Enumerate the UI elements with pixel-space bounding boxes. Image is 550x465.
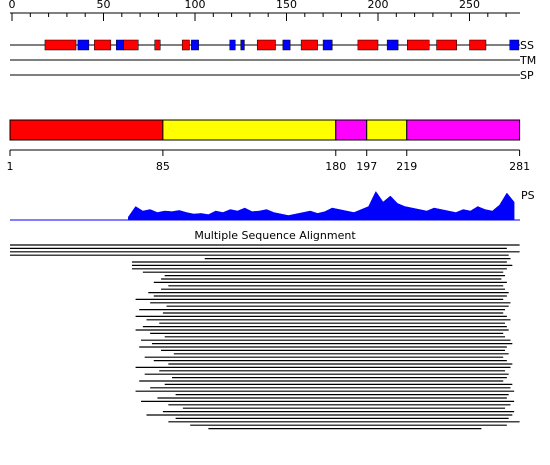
strand	[77, 39, 90, 51]
helix	[123, 39, 139, 51]
strand	[509, 39, 520, 51]
helix	[300, 39, 318, 51]
msa-title: Multiple Sequence Alignment	[194, 229, 356, 242]
helix	[357, 39, 379, 51]
domain	[366, 119, 408, 141]
domain-label: 180	[325, 160, 346, 173]
domain-label: 85	[156, 160, 170, 173]
strand	[191, 39, 199, 51]
helix	[94, 39, 112, 51]
strand	[229, 39, 236, 51]
domain-label: 219	[396, 160, 417, 173]
helix	[181, 39, 190, 51]
domain	[162, 119, 337, 141]
strand	[116, 39, 124, 51]
helix	[469, 39, 487, 51]
domain-label: 1	[7, 160, 14, 173]
domain	[335, 119, 368, 141]
strand	[282, 39, 291, 51]
ruler-label: 50	[97, 0, 111, 11]
ruler-label: 150	[276, 0, 297, 11]
strand	[322, 39, 333, 51]
helix	[256, 39, 276, 51]
ps-label: PS	[521, 189, 535, 202]
domain-label: 281	[509, 160, 530, 173]
domain	[9, 119, 164, 141]
ps-area	[128, 191, 515, 221]
sp-label: SP	[520, 69, 534, 82]
domain	[406, 119, 521, 141]
strand	[386, 39, 399, 51]
helix	[436, 39, 457, 51]
ruler-label: 200	[368, 0, 389, 11]
helix	[44, 39, 77, 51]
ruler-label: 250	[459, 0, 480, 11]
ruler-label: 100	[185, 0, 206, 11]
helix	[154, 39, 161, 51]
ss-label: SS	[520, 39, 534, 52]
helix	[407, 39, 430, 51]
domain-label: 197	[356, 160, 377, 173]
tm-label: TM	[519, 54, 536, 67]
ruler-label: 0	[9, 0, 16, 11]
strand	[240, 39, 245, 51]
